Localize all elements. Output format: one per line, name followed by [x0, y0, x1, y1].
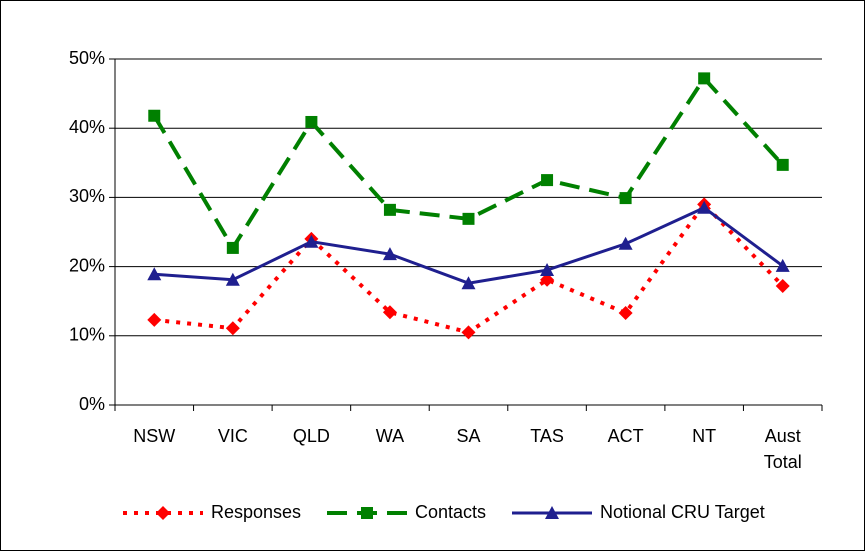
legend-marker [545, 506, 559, 519]
legend-marker [361, 507, 373, 519]
marker [775, 278, 790, 293]
y-tick-label: 30% [69, 186, 105, 206]
legend-marker [156, 506, 170, 520]
marker [382, 247, 397, 261]
x-tick-label-line: Total [764, 452, 802, 472]
x-tick-label: QLD [293, 426, 330, 446]
marker [147, 312, 162, 327]
marker [148, 109, 161, 122]
marker [697, 200, 712, 214]
marker [225, 272, 240, 286]
marker [461, 325, 476, 340]
marker [304, 234, 319, 248]
y-tick-label: 20% [69, 255, 105, 275]
marker [619, 192, 632, 205]
legend-label: Notional CRU Target [600, 502, 765, 522]
y-tick-label: 10% [69, 325, 105, 345]
y-tick-label: 50% [69, 48, 105, 68]
marker [618, 236, 633, 250]
x-tick-label: Aust Total [764, 426, 802, 472]
legend-label: Contacts [415, 502, 486, 522]
x-tick-label-line: Aust [765, 426, 801, 446]
marker [382, 305, 397, 320]
marker [541, 174, 554, 187]
x-tick-label: WA [376, 426, 404, 446]
y-tick-label: 0% [79, 394, 105, 414]
marker [462, 212, 475, 225]
marker [618, 305, 633, 320]
marker [461, 276, 476, 290]
x-tick-label: VIC [218, 426, 248, 446]
marker [775, 258, 790, 272]
marker [698, 72, 711, 85]
x-tick-label: TAS [530, 426, 564, 446]
x-tick-label: NSW [133, 426, 175, 446]
x-tick-label: ACT [608, 426, 644, 446]
marker [776, 158, 789, 171]
marker [540, 263, 555, 277]
marker [540, 272, 555, 287]
marker [147, 267, 162, 281]
marker [383, 203, 396, 216]
marker [305, 115, 318, 128]
legend-label: Responses [211, 502, 301, 522]
marker [226, 241, 239, 254]
x-tick-label: NT [692, 426, 716, 446]
x-tick-label: SA [456, 426, 480, 446]
y-tick-label: 40% [69, 117, 105, 137]
marker [225, 321, 240, 336]
